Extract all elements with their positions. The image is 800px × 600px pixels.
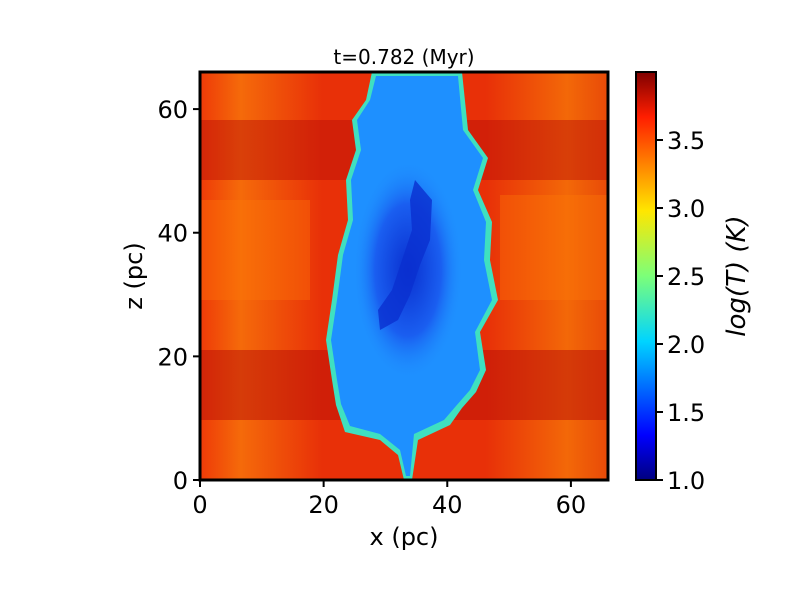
y-axis-label: z (pc) xyxy=(120,242,148,309)
y-tick-label: 60 xyxy=(157,96,188,124)
colorbar-tick-label: 2.0 xyxy=(667,331,705,359)
colorbar-label: log(T) (K) xyxy=(722,215,752,336)
colorbar-ticks: 1.0 1.5 2.0 2.5 3.0 3.5 xyxy=(656,127,705,495)
x-axis-label: x (pc) xyxy=(370,523,439,551)
y-axis: 0 20 40 60 xyxy=(157,96,200,495)
chart-title: t=0.782 (Myr) xyxy=(333,45,474,69)
colorbar-tick-label: 1.5 xyxy=(667,399,705,427)
colorbar-tick-label: 2.5 xyxy=(667,263,705,291)
y-tick-label: 0 xyxy=(173,467,188,495)
x-tick-label: 40 xyxy=(432,491,463,519)
y-tick-label: 40 xyxy=(157,220,188,248)
x-tick-label: 20 xyxy=(308,491,339,519)
warm-band-mid xyxy=(200,200,310,300)
colorbar-tick-label: 1.0 xyxy=(667,467,705,495)
colorbar xyxy=(635,71,657,481)
x-tick-label: 0 xyxy=(192,491,207,519)
heatmap-area xyxy=(200,72,608,480)
cold-core-streak xyxy=(378,180,432,330)
colorbar-tick-label: 3.0 xyxy=(667,195,705,223)
y-tick-label: 20 xyxy=(157,343,188,371)
colorbar-tick-label: 3.5 xyxy=(667,127,705,155)
x-axis: 0 20 40 60 xyxy=(192,480,586,519)
x-tick-label: 60 xyxy=(556,491,587,519)
plot-frame xyxy=(198,70,610,482)
warm-band-mid-right xyxy=(500,195,608,300)
